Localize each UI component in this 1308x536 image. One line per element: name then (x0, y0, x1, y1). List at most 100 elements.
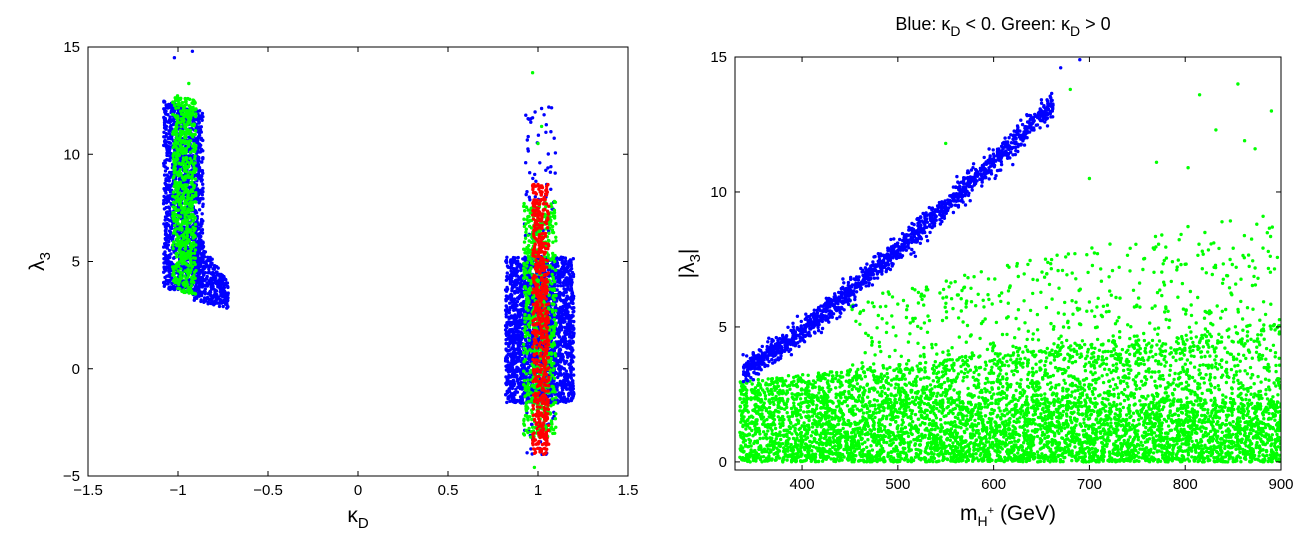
scatter-point (565, 302, 569, 307)
scatter-point (163, 215, 168, 219)
scatter-point (188, 254, 192, 258)
scatter-point (534, 179, 538, 183)
scatter-point (166, 217, 170, 222)
scatter-point (175, 239, 179, 243)
scatter-point (181, 206, 185, 210)
scatter-point (173, 228, 177, 232)
scatter-point (176, 186, 180, 191)
scatter-point (565, 283, 569, 287)
scatter-point (162, 143, 166, 148)
scatter-point (511, 333, 515, 338)
scatter-point (182, 169, 187, 173)
scatter-point (181, 183, 185, 187)
scatter-point (168, 285, 173, 289)
scatter-point (514, 316, 519, 320)
scatter-point (179, 241, 184, 245)
scatter-point (192, 260, 196, 265)
scatter-point (507, 333, 512, 338)
scatter-point (178, 191, 182, 195)
scatter-point (185, 224, 189, 228)
scatter-point (199, 217, 204, 222)
scatter-point (216, 296, 220, 300)
scatter-point (197, 142, 201, 146)
scatter-point (188, 221, 192, 225)
scatter-point (548, 170, 553, 174)
scatter-point (179, 125, 183, 129)
scatter-point (167, 140, 171, 145)
scatter-point (190, 203, 194, 207)
scatter-point (552, 313, 557, 317)
scatter-point (557, 307, 561, 312)
scatter-point (182, 260, 186, 264)
scatter-point (171, 112, 175, 117)
scatter-point (191, 215, 195, 219)
scatter-point (563, 360, 568, 365)
scatter-point (199, 174, 204, 178)
scatter-point (198, 146, 202, 150)
scatter-point (549, 187, 553, 191)
scatter-point (199, 117, 204, 121)
scatter-point (570, 346, 574, 350)
scatter-point (162, 245, 166, 249)
scatter-point (557, 317, 562, 321)
scatter-point (226, 285, 230, 290)
scatter-point (189, 260, 193, 264)
scatter-point (180, 289, 185, 294)
scatter-point (519, 337, 523, 342)
scatter-point (517, 320, 521, 324)
scatter-point (193, 129, 198, 133)
scatter-point (167, 183, 171, 187)
scatter-point (168, 209, 172, 213)
scatter-point (194, 295, 198, 299)
scatter-point (559, 373, 564, 377)
scatter-point (559, 339, 564, 343)
scatter-point (511, 343, 515, 347)
scatter-point (512, 320, 517, 325)
scatter-point (558, 257, 562, 262)
scatter-point (174, 251, 179, 256)
scatter-point (184, 135, 188, 140)
scatter-point (162, 120, 167, 125)
scatter-point (163, 250, 167, 254)
scatter-point (561, 319, 565, 324)
scatter-point (506, 336, 510, 341)
scatter-point (520, 279, 524, 283)
scatter-point (179, 112, 184, 116)
scatter-point (162, 207, 167, 211)
scatter-point (223, 282, 228, 286)
scatter-point (172, 256, 176, 260)
scatter-point (183, 100, 188, 104)
scatter-point (207, 267, 211, 271)
scatter-point (170, 265, 175, 269)
scatter-point (202, 290, 206, 295)
scatter-point (193, 292, 198, 296)
scatter-point (506, 296, 510, 300)
scatter-point (178, 226, 182, 230)
scatter-point (527, 389, 531, 393)
scatter-point (509, 328, 514, 332)
scatter-point (164, 182, 168, 187)
scatter-point (176, 218, 180, 222)
scatter-point (210, 287, 214, 291)
scatter-point (563, 299, 567, 303)
scatter-point (205, 276, 209, 281)
scatter-point (539, 106, 544, 111)
scatter-point (201, 190, 205, 194)
scatter-point (555, 359, 559, 363)
scatter-point (167, 179, 171, 183)
scatter-point (191, 219, 195, 223)
scatter-point (180, 254, 184, 259)
scatter-point (570, 306, 574, 310)
scatter-point (510, 298, 515, 302)
scatter-point (200, 212, 204, 216)
scatter-point (178, 143, 182, 148)
scatter-point (172, 174, 176, 178)
scatter-point (178, 278, 182, 283)
scatter-point (565, 287, 569, 291)
scatter-point (519, 308, 523, 313)
scatter-point (562, 375, 567, 379)
scatter-point (167, 129, 171, 133)
scatter-point (510, 336, 515, 341)
scatter-point (559, 292, 564, 296)
